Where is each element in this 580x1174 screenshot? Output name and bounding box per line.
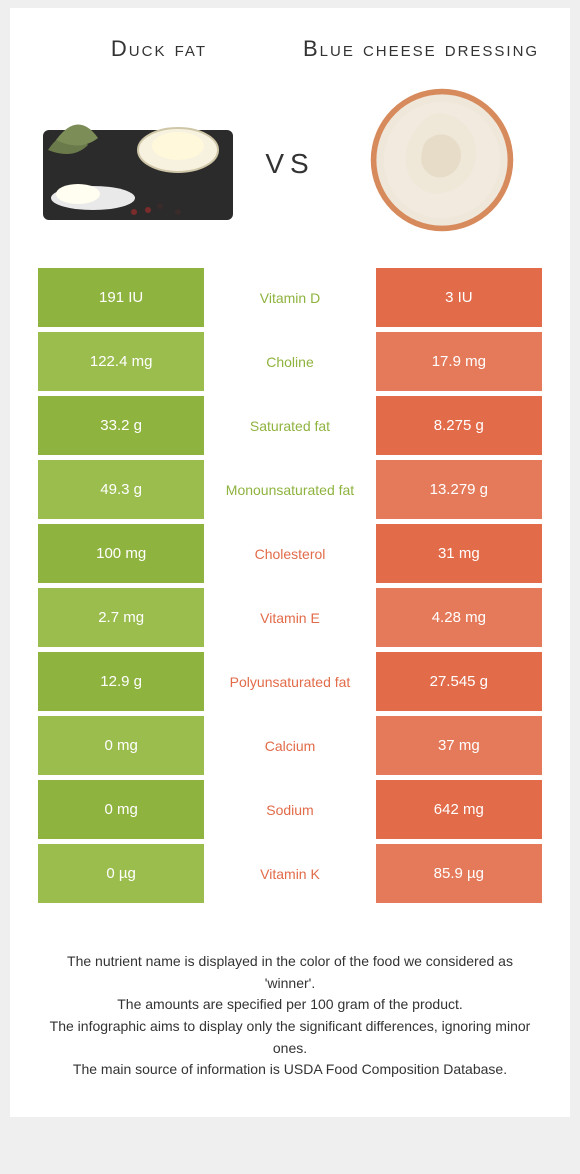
nutrient-name: Choline: [204, 332, 375, 391]
titles-row: Duck fat Blue cheese dressing: [38, 36, 542, 62]
nutrient-name: Vitamin K: [204, 844, 375, 903]
nutrient-table: 191 IUVitamin D3 IU122.4 mgCholine17.9 m…: [38, 268, 542, 903]
nutrient-name: Polyunsaturated fat: [204, 652, 375, 711]
left-value: 33.2 g: [38, 396, 204, 455]
nutrient-name: Monounsaturated fat: [204, 460, 375, 519]
right-value: 85.9 µg: [376, 844, 542, 903]
comparison-card: Duck fat Blue cheese dressing vs: [10, 8, 570, 1117]
left-value: 191 IU: [38, 268, 204, 327]
right-value: 27.545 g: [376, 652, 542, 711]
nutrient-row: 191 IUVitamin D3 IU: [38, 268, 542, 327]
right-value: 17.9 mg: [376, 332, 542, 391]
footer-line: The infographic aims to display only the…: [44, 1016, 536, 1059]
nutrient-row: 0 mgCalcium37 mg: [38, 716, 542, 775]
right-value: 13.279 g: [376, 460, 542, 519]
right-value: 31 mg: [376, 524, 542, 583]
nutrient-row: 33.2 gSaturated fat8.275 g: [38, 396, 542, 455]
left-value: 122.4 mg: [38, 332, 204, 391]
left-value: 0 mg: [38, 716, 204, 775]
right-value: 4.28 mg: [376, 588, 542, 647]
nutrient-name: Sodium: [204, 780, 375, 839]
right-food-image: [342, 85, 542, 235]
nutrient-name: Saturated fat: [204, 396, 375, 455]
nutrient-name: Cholesterol: [204, 524, 375, 583]
left-value: 49.3 g: [38, 460, 204, 519]
nutrient-row: 0 µgVitamin K85.9 µg: [38, 844, 542, 903]
right-value: 642 mg: [376, 780, 542, 839]
vs-label: vs: [265, 138, 314, 183]
footer-notes: The nutrient name is displayed in the co…: [38, 951, 542, 1081]
footer-line: The nutrient name is displayed in the co…: [44, 951, 536, 994]
left-value: 12.9 g: [38, 652, 204, 711]
nutrient-row: 100 mgCholesterol31 mg: [38, 524, 542, 583]
nutrient-row: 0 mgSodium642 mg: [38, 780, 542, 839]
right-value: 37 mg: [376, 716, 542, 775]
nutrient-row: 122.4 mgCholine17.9 mg: [38, 332, 542, 391]
nutrient-name: Calcium: [204, 716, 375, 775]
left-value: 0 µg: [38, 844, 204, 903]
right-value: 8.275 g: [376, 396, 542, 455]
nutrient-row: 49.3 gMonounsaturated fat13.279 g: [38, 460, 542, 519]
right-value: 3 IU: [376, 268, 542, 327]
footer-line: The amounts are specified per 100 gram o…: [44, 994, 536, 1016]
footer-line: The main source of information is USDA F…: [44, 1059, 536, 1081]
left-value: 100 mg: [38, 524, 204, 583]
left-value: 0 mg: [38, 780, 204, 839]
left-food-image: [38, 85, 238, 235]
nutrient-row: 2.7 mgVitamin E4.28 mg: [38, 588, 542, 647]
left-food-title: Duck fat: [38, 36, 280, 62]
left-value: 2.7 mg: [38, 588, 204, 647]
nutrient-row: 12.9 gPolyunsaturated fat27.545 g: [38, 652, 542, 711]
nutrient-name: Vitamin E: [204, 588, 375, 647]
nutrient-name: Vitamin D: [204, 268, 375, 327]
images-row: vs: [38, 80, 542, 240]
right-food-title: Blue cheese dressing: [300, 36, 542, 62]
